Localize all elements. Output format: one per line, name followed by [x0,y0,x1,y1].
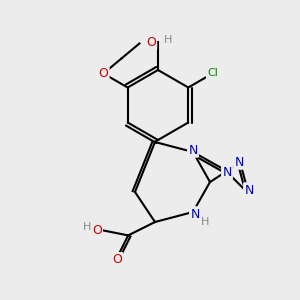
Text: O: O [146,35,156,49]
Text: O: O [98,67,108,80]
Text: O: O [112,253,122,266]
Text: N: N [244,184,254,196]
Text: Cl: Cl [207,68,218,79]
Text: N: N [234,155,244,169]
Text: H: H [83,221,92,232]
Text: N: N [190,208,200,220]
Text: H: H [201,217,209,227]
Text: N: N [188,143,198,157]
Text: H: H [164,35,172,45]
Text: N: N [222,166,232,178]
Text: O: O [92,224,102,237]
